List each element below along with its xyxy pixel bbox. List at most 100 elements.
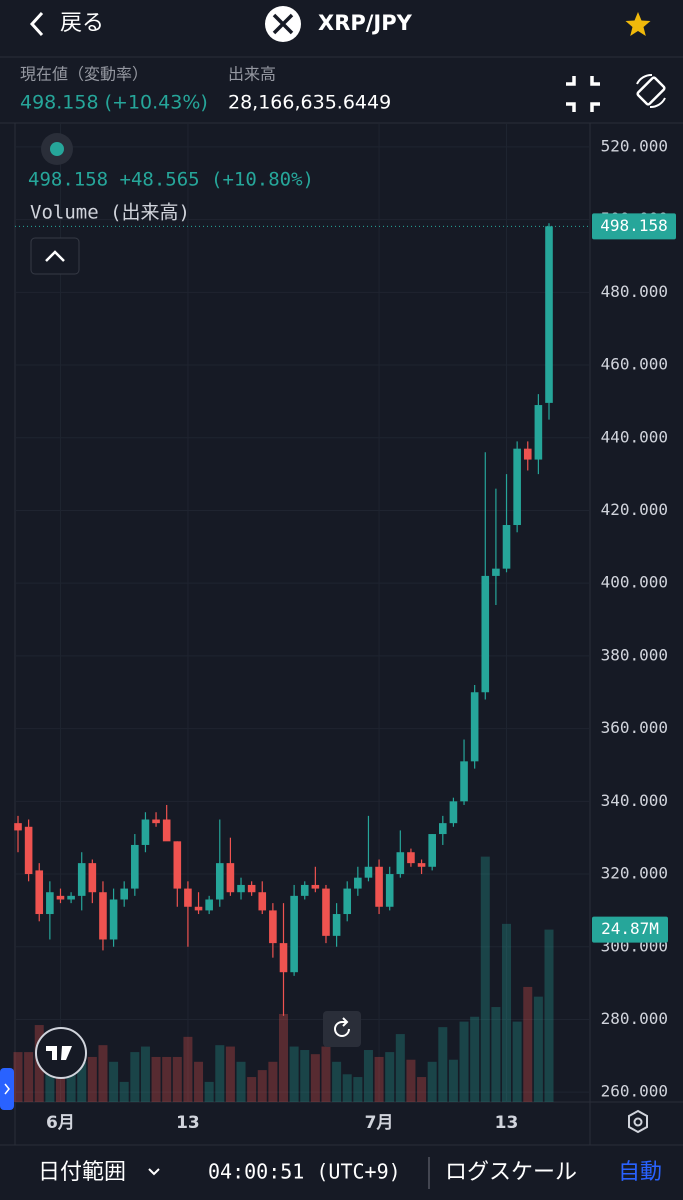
volume-bar (523, 986, 533, 1102)
pair-title: XRP/JPY (318, 11, 413, 35)
volume-bar (544, 929, 554, 1102)
candle-body (545, 226, 553, 403)
candle-body (364, 866, 373, 878)
x-tick-label: 13 (495, 1113, 519, 1133)
volume-bar (119, 1081, 129, 1102)
candle-body (77, 863, 86, 896)
back-button[interactable]: 戻る (60, 11, 104, 36)
volume-bar (77, 1061, 87, 1102)
candle-body (417, 863, 426, 867)
volume-badge (592, 916, 668, 943)
volume-bar (151, 1056, 161, 1102)
candle-body (523, 448, 532, 460)
candle-body (449, 801, 458, 824)
candle-body (322, 888, 330, 936)
volume-bar (13, 1052, 23, 1102)
volume-bar (395, 1034, 405, 1102)
candle-body (311, 884, 320, 889)
date-range-button[interactable]: 日付範囲 (38, 1160, 126, 1185)
candle-body (141, 819, 150, 845)
rotate-icon-phone (636, 76, 666, 106)
volume-bar (448, 1059, 458, 1102)
coin-logo-mark (272, 13, 294, 35)
candle-body (109, 899, 118, 940)
y-tick-label: 400.000 (601, 573, 668, 592)
candle-body (428, 834, 436, 867)
volume-bar (332, 1061, 342, 1102)
volume-bar (363, 1050, 373, 1102)
last-price-label: 498.158 (600, 216, 667, 235)
candle-body (396, 852, 405, 875)
volume-bar (300, 1050, 310, 1102)
rotate-icon[interactable] (636, 74, 666, 108)
candle-body (513, 448, 521, 526)
candle-body (332, 914, 341, 936)
volume-bar (172, 1056, 182, 1102)
volume-bar (194, 1061, 204, 1102)
y-tick-label: 460.000 (601, 355, 668, 374)
volume-bar (533, 996, 543, 1102)
volume-bar (438, 1027, 448, 1102)
y-tick-label: 380.000 (601, 645, 668, 664)
chart-settings-button[interactable] (628, 1109, 648, 1134)
candle-body (269, 910, 277, 944)
auto-scale-button[interactable]: 自動 (618, 1160, 662, 1185)
dropdown-icon (148, 1168, 160, 1176)
collapse-legend-button[interactable] (30, 237, 80, 275)
candle-body (131, 844, 139, 889)
volume-bar (406, 1059, 416, 1102)
volume-bar (215, 1045, 225, 1102)
volume-bar (45, 1052, 55, 1102)
candle-body (237, 884, 245, 893)
rotate-icon-arrows (636, 74, 666, 108)
candle-body (258, 892, 267, 911)
candle-body (194, 906, 203, 911)
x-tick-label: 6月 (46, 1113, 75, 1133)
candle-body (56, 895, 65, 900)
volume-bar (310, 1054, 320, 1102)
y-tick-label: 340.000 (601, 791, 668, 810)
candle-body (439, 823, 447, 835)
candle-body (354, 877, 362, 889)
volume-bar (140, 1046, 150, 1102)
y-tick-label: 520.000 (601, 136, 668, 155)
x-tick-label: 7月 (365, 1113, 394, 1133)
y-tick-label: 320.000 (601, 864, 668, 883)
reset-chart-button[interactable] (323, 1011, 361, 1047)
favorite-star[interactable] (625, 12, 651, 36)
tradingview-logo[interactable] (35, 1027, 87, 1079)
candle-body (215, 863, 224, 900)
volume-bar (257, 1070, 267, 1102)
volume-value-label: 24.87M (601, 919, 659, 938)
candle-body (247, 884, 256, 893)
fullscreen-exit-icon[interactable] (566, 76, 600, 112)
candle-body (385, 874, 394, 907)
volume-bar (289, 1046, 299, 1102)
candle-body (279, 943, 288, 973)
volume-bar (427, 1061, 437, 1102)
y-tick-label: 360.000 (601, 718, 668, 737)
volume-bar (204, 1081, 214, 1102)
candle-body (407, 852, 415, 864)
volume-bar (342, 1074, 352, 1102)
side-panel-tab[interactable] (0, 1068, 14, 1110)
volume-value: 28,166,635.6449 (228, 92, 391, 114)
volume-bar (55, 1061, 65, 1102)
candle-body (99, 892, 107, 940)
candle-body (300, 884, 309, 896)
y-tick-label: 440.000 (601, 427, 668, 446)
candle-body (470, 692, 479, 762)
candle-body (460, 761, 468, 802)
candle-body (375, 866, 383, 907)
log-scale-button[interactable]: ログスケール (445, 1160, 577, 1185)
last-price-badge (592, 213, 676, 240)
volume-bar (459, 1021, 469, 1102)
candle-body (205, 899, 213, 911)
back-icon[interactable] (29, 11, 44, 37)
volume-bar (480, 856, 490, 1102)
candle-body (35, 870, 44, 915)
plot: 260.000280.000300.000320.000340.000360.0… (13, 124, 668, 1133)
volume-bar (162, 1056, 172, 1102)
volume-bar (385, 1052, 395, 1102)
